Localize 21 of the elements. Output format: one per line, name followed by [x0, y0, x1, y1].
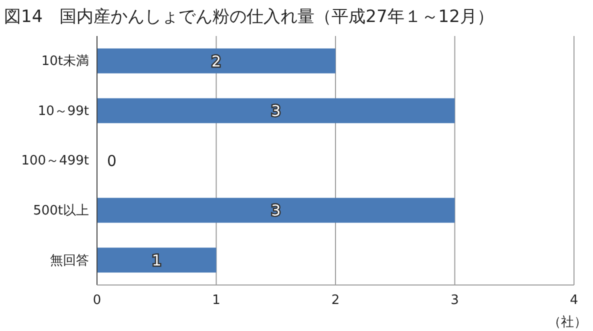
bar [97, 198, 455, 223]
x-tick-label: 3 [450, 293, 459, 308]
y-tick-label: 100～499t [21, 154, 89, 169]
bar [97, 48, 336, 74]
x-axis-title: （社） [548, 315, 587, 330]
data-label: 2 [211, 52, 222, 70]
y-tick-label: 10t未満 [41, 54, 89, 70]
data-label: 3 [271, 102, 281, 120]
x-tick-label: 2 [331, 293, 340, 308]
x-tick-label: 1 [212, 293, 220, 308]
x-tick-label: 4 [570, 293, 578, 308]
bar [97, 248, 216, 273]
data-label: 0 [107, 152, 117, 170]
x-tick-label: 0 [92, 293, 102, 308]
chart-title: 図14 国内産かんしょでん粉の仕入れ量（平成27年１～12月） [4, 7, 494, 27]
y-tick-label: 10～99t [38, 104, 89, 119]
bar [97, 98, 455, 124]
y-tick-label: 500t以上 [33, 203, 89, 218]
data-label: 3 [271, 202, 281, 220]
y-tick-label: 無回答 [50, 253, 89, 268]
data-label: 1 [152, 252, 162, 270]
